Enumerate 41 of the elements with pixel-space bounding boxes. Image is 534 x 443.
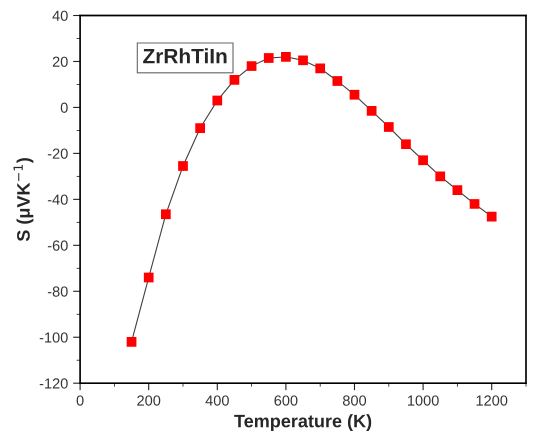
point: [246, 61, 256, 71]
y-tick-label: -60: [48, 240, 68, 251]
point: [315, 63, 326, 74]
y-tick-label: -40: [48, 194, 68, 205]
point: [298, 55, 308, 66]
point: [418, 155, 428, 166]
y-tick-label: -100: [40, 332, 68, 343]
x-tick-label: 0: [76, 395, 84, 406]
x-axis-title: Temperature (K): [234, 414, 372, 431]
x-tick-label: 200: [137, 395, 160, 406]
point: [264, 53, 274, 63]
point: [230, 74, 240, 85]
x-tick-label: 600: [274, 395, 298, 406]
point: [160, 209, 171, 220]
y-axis-title: S (μVK$^{−1}$): [14, 158, 34, 242]
x-tick-label: 400: [205, 395, 229, 406]
point: [401, 139, 411, 150]
y-tick-label: 40: [52, 10, 68, 21]
point: [435, 172, 446, 182]
point: [470, 199, 480, 209]
x-tick-label: 1200: [476, 395, 508, 406]
point: [126, 336, 136, 347]
y-tick-label: 0: [60, 102, 68, 113]
point: [384, 122, 394, 132]
point: [452, 185, 462, 196]
x-tick-label: 1000: [408, 395, 439, 406]
point: [350, 90, 360, 100]
y-tick-label: -80: [48, 286, 68, 297]
point: [178, 161, 188, 171]
annotation: ZrRhTiIn: [143, 48, 226, 64]
point: [332, 76, 342, 86]
point: [144, 272, 154, 282]
point: [212, 96, 222, 106]
point: [366, 106, 377, 116]
point: [486, 212, 497, 222]
y-tick-label: -120: [40, 378, 68, 389]
point: [195, 123, 206, 133]
y-tick-label: 20: [52, 56, 68, 67]
x-tick-label: 800: [342, 395, 366, 406]
y-tick-label: -20: [48, 148, 68, 159]
point: [281, 52, 291, 62]
